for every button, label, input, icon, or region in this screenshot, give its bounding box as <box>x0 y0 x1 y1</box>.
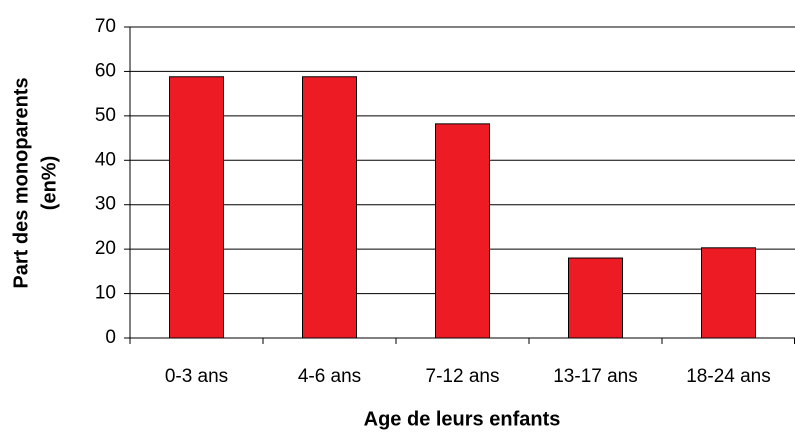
y-tick-label: 40 <box>95 149 116 170</box>
bar <box>169 76 224 339</box>
x-tick-label: 18-24 ans <box>686 366 771 387</box>
y-axis-title-line: Part des monoparents <box>10 77 32 288</box>
x-tick-label: 13-17 ans <box>553 366 638 387</box>
y-tick-label: 30 <box>95 194 116 215</box>
y-tick-label: 0 <box>105 327 116 348</box>
bar <box>435 123 490 339</box>
x-tick-label: 7-12 ans <box>426 366 500 387</box>
bar <box>568 257 623 339</box>
bar <box>302 76 357 339</box>
y-tick-label: 60 <box>95 60 116 81</box>
y-tick-label: 50 <box>95 105 116 126</box>
bar <box>701 247 756 339</box>
x-tick-label: 4-6 ans <box>298 366 361 387</box>
y-tick-label: 20 <box>95 238 116 259</box>
x-tick-label: 0-3 ans <box>165 366 228 387</box>
y-tick-label: 70 <box>95 16 116 37</box>
y-tick-label: 10 <box>95 283 116 304</box>
y-axis-title-line: (en%) <box>38 156 60 210</box>
y-axis-title: Part des monoparents (en%) <box>10 77 60 288</box>
x-axis-title: Age de leurs enfants <box>364 408 561 430</box>
